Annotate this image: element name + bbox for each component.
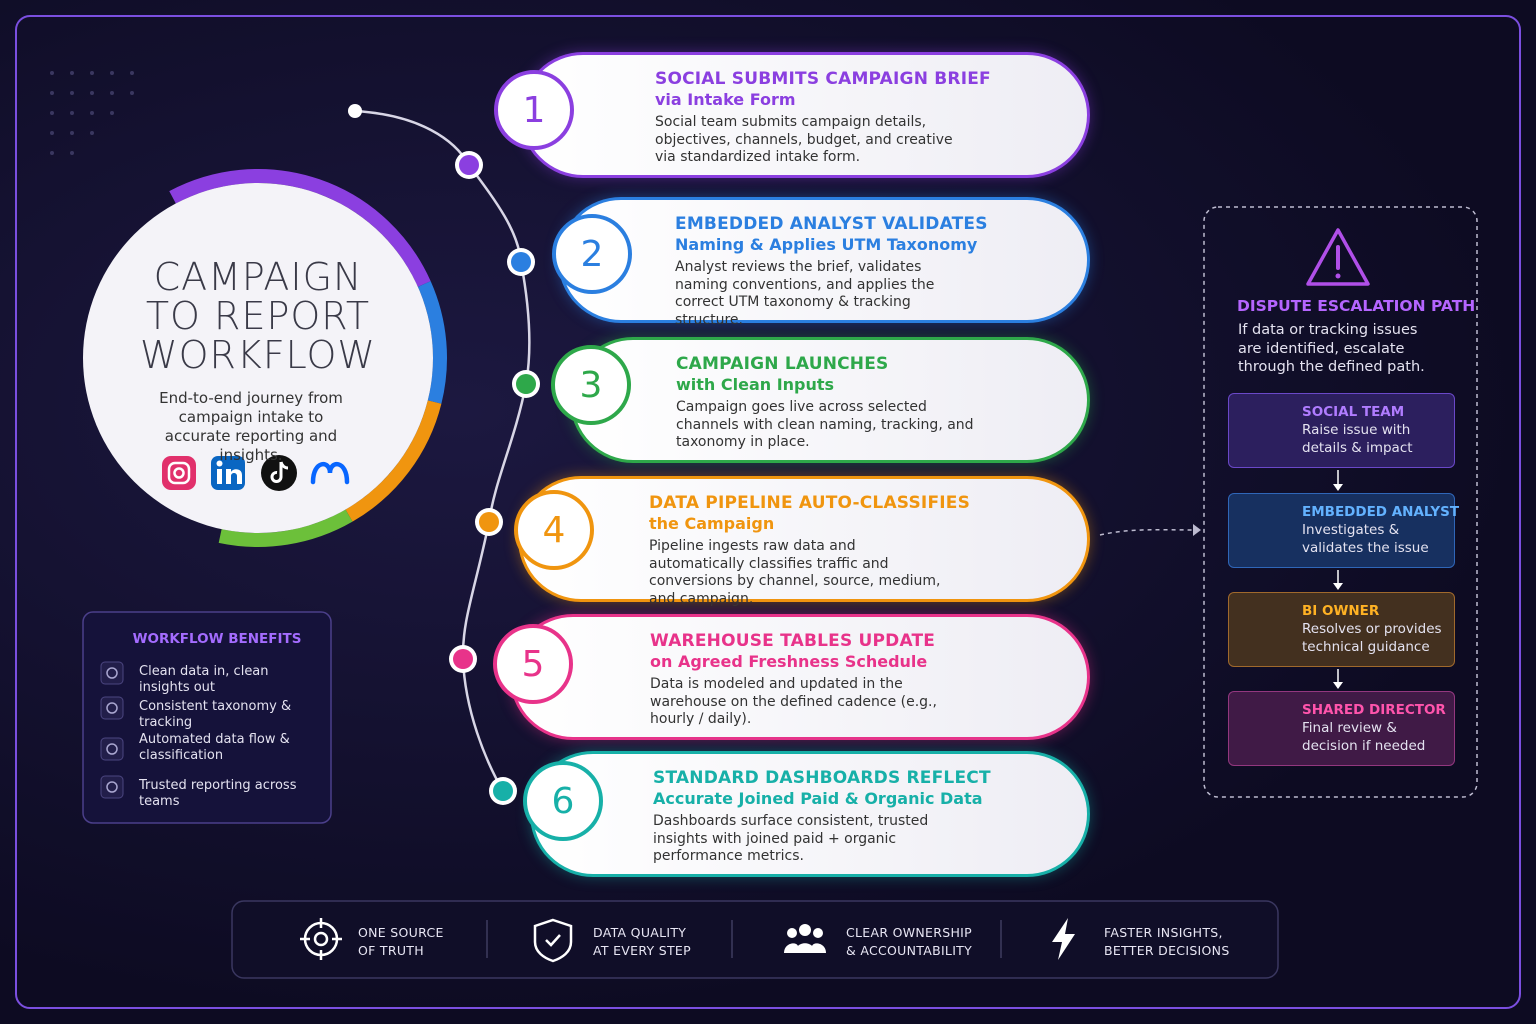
curve-dot-core: [493, 781, 513, 801]
curve-start: [348, 104, 362, 118]
benefit-icon-glyph: [106, 781, 118, 793]
footer-label: & ACCOUNTABILITY: [846, 943, 973, 958]
role-description: Final review & decision if needed: [1302, 720, 1426, 754]
step-number: 6: [523, 761, 603, 841]
role-box: [1228, 393, 1455, 468]
role-description: Raise issue with details & impact: [1302, 422, 1413, 456]
role-arrow-head: [1333, 682, 1343, 689]
title-block: CAMPAIGN TO REPORT WORKFLOW: [83, 258, 433, 375]
escalation-title: DISPUTE ESCALATION PATH: [1237, 297, 1476, 315]
benefits-title: WORKFLOW BENEFITS: [132, 631, 302, 647]
step-number: 3: [551, 345, 631, 425]
curve-dot-core: [459, 155, 479, 175]
step-description: Pipeline ingests raw data and automatica…: [649, 538, 941, 607]
step-card: [530, 751, 1090, 877]
curve-dot-core: [511, 252, 531, 272]
title-line: WORKFLOW: [140, 333, 376, 377]
warning-icon: [1306, 228, 1370, 286]
footer-label: DATA QUALITY: [593, 925, 687, 940]
benefit-icon-glyph: [106, 702, 118, 714]
step-card: [510, 614, 1090, 740]
step-card: [518, 476, 1090, 602]
role-name: SHARED DIRECTOR: [1302, 702, 1446, 718]
step-number: 1: [494, 70, 574, 150]
ring-segment: [345, 400, 442, 522]
step-title: SOCIAL SUBMITS CAMPAIGN BRIEF: [655, 69, 991, 89]
step-title: DATA PIPELINE AUTO-CLASSIFIES: [649, 493, 971, 513]
title-circle: [83, 183, 433, 533]
footer-label: BETTER DECISIONS: [1104, 943, 1230, 958]
footer-label: CLEAR OWNERSHIP: [846, 925, 972, 940]
benefit-item: Clean data in, clean insights out: [139, 664, 269, 695]
step-card: [558, 197, 1090, 323]
benefit-icon-glyph: [106, 667, 118, 679]
benefits-box: [82, 611, 332, 824]
benefit-item: Consistent taxonomy & tracking: [139, 699, 292, 730]
step-title: STANDARD DASHBOARDS REFLECT: [653, 768, 991, 788]
benefit-icon: [100, 661, 124, 685]
role-description: Investigates & validates the issue: [1302, 522, 1429, 556]
footer-icons: [300, 918, 573, 963]
step-subtitle: Naming & Applies UTM Taxonomy: [675, 235, 978, 254]
warning-dot: [1335, 273, 1341, 279]
step-card: [570, 337, 1090, 463]
ring-segment: [417, 281, 447, 404]
benefit-item: Trusted reporting across teams: [139, 778, 297, 809]
escalation-link-head: [1193, 524, 1201, 536]
role-arrow-head: [1333, 484, 1343, 491]
footer-label: FASTER INSIGHTS,: [1104, 925, 1223, 940]
benefit-icon: [100, 696, 124, 720]
step-description: Data is modeled and updated in the wareh…: [650, 676, 937, 727]
social-icons: [162, 455, 350, 491]
footer-bar: [231, 900, 1279, 979]
step-subtitle: the Campaign: [649, 514, 775, 533]
step-description: Analyst reviews the brief, validates nam…: [675, 259, 935, 328]
step-subtitle: via Intake Form: [655, 90, 796, 109]
curve-dot-core: [479, 512, 499, 532]
escalation-link: [1099, 528, 1197, 536]
step-title: CAMPAIGN LAUNCHES: [676, 354, 889, 374]
frame: [15, 15, 1521, 1009]
title-line: CAMPAIGN: [153, 255, 363, 299]
step-title: EMBEDDED ANALYST VALIDATES: [675, 214, 988, 234]
role-box: [1228, 691, 1455, 766]
ring-segment: [218, 509, 353, 547]
step-description: Campaign goes live across selected chann…: [676, 399, 974, 450]
title-subtitle: End-to-end journey from campaign intake …: [159, 389, 343, 464]
escalation-box: [1203, 206, 1478, 798]
footer-label: OF TRUTH: [358, 943, 424, 958]
title-line: TO REPORT: [145, 294, 371, 338]
role-name: SOCIAL TEAM: [1302, 404, 1405, 420]
role-arrow-head: [1333, 583, 1343, 590]
step-title: WAREHOUSE TABLES UPDATE: [650, 631, 936, 651]
dot-pattern: [50, 71, 134, 155]
title-ring: [169, 169, 447, 547]
curve-dot-core: [516, 374, 536, 394]
step-description: Social team submits campaign details, ob…: [655, 114, 953, 165]
step-number: 2: [552, 214, 632, 294]
step-number: 4: [514, 490, 594, 570]
role-box: [1228, 493, 1455, 568]
benefit-icon-glyph: [106, 743, 118, 755]
role-name: BI OWNER: [1302, 603, 1380, 619]
step-subtitle: with Clean Inputs: [676, 375, 835, 394]
step-card: [520, 52, 1090, 178]
step-description: Dashboards surface consistent, trusted i…: [653, 813, 929, 864]
benefit-icon: [100, 737, 124, 761]
benefit-item: Automated data flow & classification: [139, 732, 290, 763]
footer-label: ONE SOURCE: [358, 925, 444, 940]
step-number: 5: [493, 624, 573, 704]
role-description: Resolves or provides technical guidance: [1302, 621, 1442, 655]
escalation-description: If data or tracking issues are identifie…: [1238, 322, 1425, 375]
step-subtitle: on Agreed Freshness Schedule: [650, 652, 928, 671]
role-box: [1228, 592, 1455, 667]
benefit-icon: [100, 775, 124, 799]
step-subtitle: Accurate Joined Paid & Organic Data: [653, 789, 983, 808]
footer-icons-solid: [784, 918, 1075, 960]
ring-segment: [169, 169, 431, 287]
role-name: EMBEDDED ANALYST: [1302, 504, 1460, 520]
curve-dot-core: [453, 649, 473, 669]
footer-label: AT EVERY STEP: [593, 943, 691, 958]
